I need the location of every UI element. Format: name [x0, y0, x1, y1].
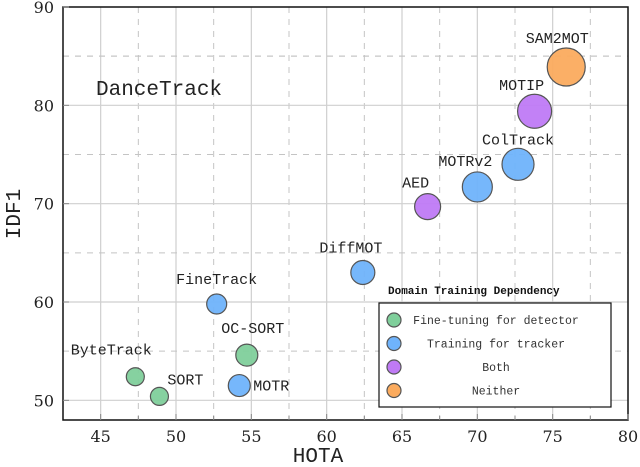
x-tick-label: 45: [90, 427, 110, 446]
y-tick-label: 80: [34, 96, 54, 115]
data-point-motrv2: [461, 171, 493, 203]
data-point-motip: [516, 93, 553, 129]
y-tick-label: 70: [34, 195, 54, 214]
data-point-finetrack: [206, 293, 228, 315]
legend-marker: [386, 312, 402, 328]
legend-box: [378, 302, 612, 408]
x-tick-label: 80: [618, 427, 638, 446]
data-point-sort: [149, 386, 170, 406]
annotation-dancetrack: DanceTrack: [96, 79, 222, 102]
x-tick-label: 60: [316, 427, 336, 446]
point-label: DiffMOT: [319, 241, 382, 258]
data-point-aed: [414, 193, 442, 221]
data-point-diffmot: [350, 259, 376, 286]
point-label: SORT: [167, 372, 203, 389]
point-label: ByteTrack: [71, 343, 152, 360]
legend-item-label: Neither: [472, 386, 520, 399]
data-point-bytetrack: [125, 367, 145, 387]
point-label: MOTRv2: [438, 154, 492, 171]
point-label: FineTrack: [176, 272, 257, 289]
data-point-sam2mot: [546, 47, 586, 87]
x-tick-label: 75: [542, 427, 562, 446]
legend-item-label: Both: [482, 362, 510, 375]
y-axis-label: IDF1: [4, 189, 27, 239]
y-tick-label: 50: [34, 391, 54, 410]
point-label: ColTrack: [482, 132, 554, 149]
data-points: [125, 47, 586, 406]
legend-marker: [386, 382, 402, 399]
legend-marker: [386, 359, 402, 375]
data-point-coltrack: [501, 147, 535, 181]
legend-marker: [386, 335, 402, 352]
point-label: MOTR: [253, 379, 289, 396]
legend-title: Domain Training Dependency: [388, 286, 560, 298]
legend: Domain Training Dependency Fine-tuning f…: [378, 286, 612, 408]
point-labels: SORT ByteTrack OC-SORT FineTrack MOTR DiffMOT…: [71, 31, 589, 396]
y-tick-label: 60: [34, 293, 54, 312]
data-point-oc-sort: [235, 343, 259, 367]
plot-frame: [62, 6, 629, 421]
point-label: SAM2MOT: [526, 31, 589, 48]
data-point-motr: [227, 373, 251, 398]
x-tick-label: 70: [467, 427, 487, 446]
x-tick-label: 55: [241, 427, 261, 446]
x-tick-label: 50: [166, 427, 186, 446]
point-label: MOTIP: [499, 78, 544, 95]
point-label: OC-SORT: [221, 321, 284, 338]
point-label: AED: [402, 176, 429, 193]
y-tick-label: 90: [34, 0, 54, 17]
legend-item-label: Training for tracker: [427, 339, 565, 352]
axis-ticks: 45 50 55 60 65 70 75 80 50 60 70 80 90: [34, 0, 639, 446]
x-axis-label: HOTA: [293, 446, 344, 467]
x-tick-label: 65: [392, 427, 412, 446]
legend-item-label: Fine-tuning for detector: [413, 315, 579, 328]
